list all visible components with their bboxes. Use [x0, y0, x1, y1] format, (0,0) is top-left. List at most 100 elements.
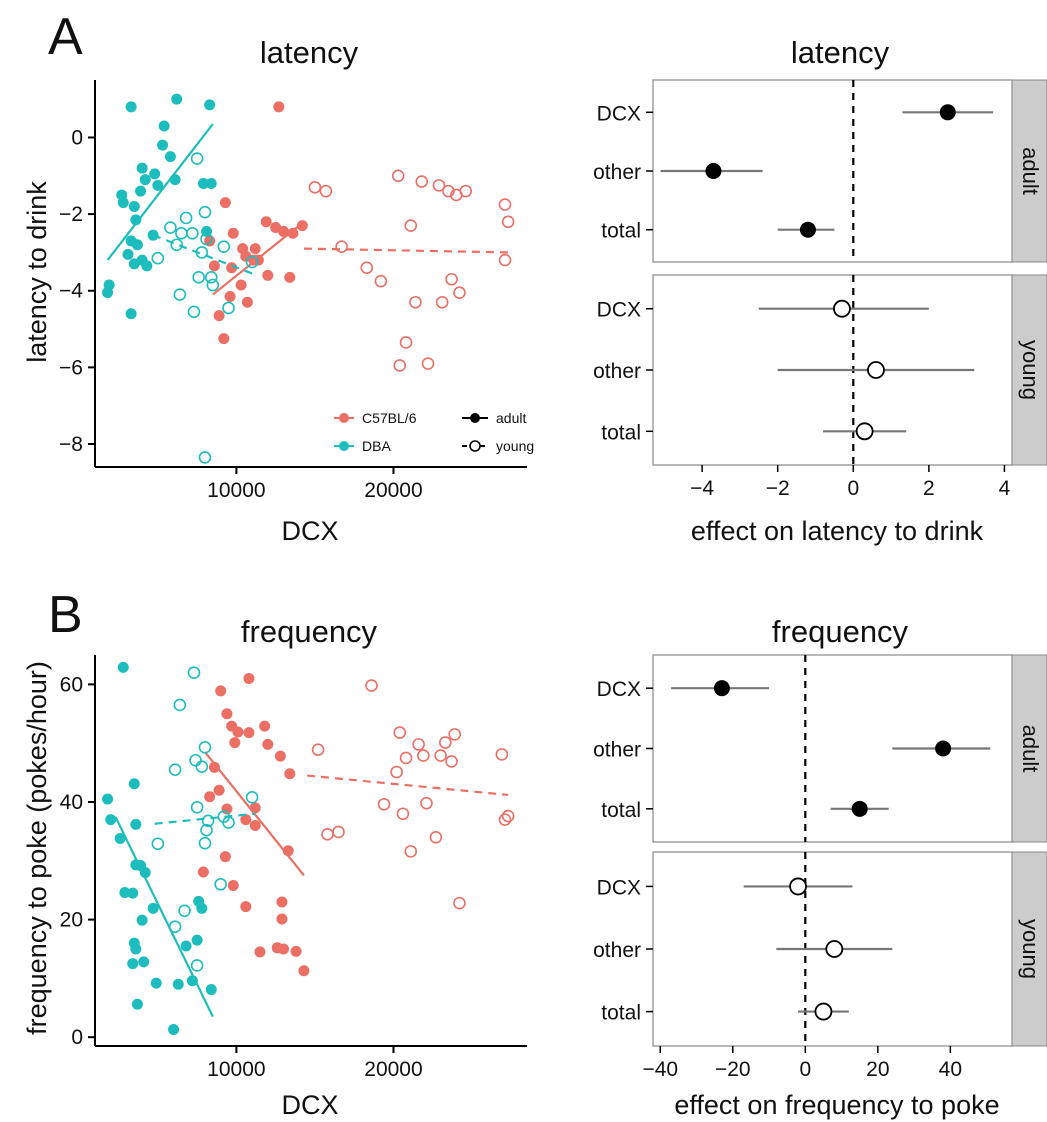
latency-point-c57-adult [208, 260, 220, 272]
latency-point-dba-adult [128, 258, 140, 270]
frequency-point-dba-adult [150, 977, 162, 989]
frequency-point-c57-adult [254, 946, 266, 958]
frequency-point-c57-adult [290, 945, 302, 957]
frequency-y-tick-label: 0 [71, 1026, 83, 1049]
latency-effects-x-tick-label: −2 [766, 477, 790, 500]
frequency-point-c57-young [439, 736, 452, 749]
ylabel-latency-scatter: latency to drink [22, 181, 52, 363]
frequency-point-dba-young [187, 666, 201, 679]
frequency-point-c57-adult [240, 901, 252, 913]
latency-point-c57-young [393, 359, 407, 372]
frequency-y-tick-label: 60 [60, 673, 83, 696]
latency-fit-line-c57-young [303, 247, 509, 254]
latency-point-c57-young [498, 198, 512, 211]
latency-point-c57-adult [273, 101, 285, 113]
frequency-point-c57-young [420, 796, 433, 810]
latency-effects-x-tick-label: 4 [999, 477, 1011, 500]
latency-point-dba-adult [128, 200, 140, 212]
latency-point-dba-young [179, 211, 193, 225]
frequency-point-c57-adult [298, 965, 310, 977]
latency-point-dba-young [222, 301, 235, 315]
latency-effects-category-label: DCX [597, 102, 641, 125]
latency-point-dba-adult [164, 151, 176, 163]
latency-point-dba-adult [122, 248, 134, 260]
latency-point-c57-young [391, 169, 405, 183]
frequency-point-c57-young [399, 751, 413, 765]
latency-point-dba-adult [204, 99, 216, 111]
frequency-point-c57-young [365, 679, 378, 692]
latency-point-dba-adult [131, 239, 143, 251]
latency-y-tick-label: −8 [59, 433, 83, 456]
frequency-point-c57-young [445, 755, 458, 768]
frequency-point-dba-adult [130, 818, 142, 830]
latency-point-dba-young [200, 232, 213, 246]
latency-point-c57-adult [278, 225, 290, 237]
frequency-point-c57-young [434, 749, 447, 762]
frequency-point-c57-adult [204, 791, 216, 803]
latency-point-c57-adult [213, 310, 225, 322]
frequency-effects-estimate-young-DCX [789, 877, 807, 896]
latency-point-dba-adult [103, 279, 115, 291]
frequency-point-dba-adult [180, 940, 192, 952]
frequency-effects-category-label: DCX [597, 876, 641, 899]
frequency-point-c57-young [501, 809, 515, 823]
latency-effects-x-tick-label: −4 [690, 477, 714, 500]
latency-point-dba-adult [141, 260, 153, 272]
frequency-point-dba-young [200, 823, 213, 837]
frequency-point-dba-adult [127, 958, 139, 970]
frequency-point-dba-adult [102, 793, 114, 805]
frequency-effects-category-label: other [593, 939, 641, 962]
legend-dba-label: DBA [362, 438, 391, 454]
frequency-point-c57-young [429, 830, 443, 844]
frequency-point-c57-adult [249, 820, 261, 832]
frequency-point-c57-adult [208, 761, 220, 773]
frequency-point-dba-adult [147, 902, 159, 914]
latency-effects-strip-label-young: young [1018, 340, 1043, 400]
frequency-effects-category-label: total [601, 1002, 641, 1025]
frequency-point-dba-young [151, 837, 165, 851]
ylabel-frequency-scatter: frequency to poke (pokes/hour) [22, 661, 52, 1035]
latency-point-dba-adult [169, 174, 181, 186]
latency-point-c57-adult [241, 296, 253, 308]
frequency-point-dba-adult [172, 978, 184, 990]
latency-point-c57-young [374, 274, 388, 288]
panel-letter-b: B [48, 586, 83, 644]
legend-dba-swatch [339, 441, 349, 451]
title-frequency-effects: frequency [772, 614, 909, 649]
latency-point-dba-young [190, 152, 204, 165]
legend-young-swatch [469, 440, 481, 452]
latency-point-c57-adult [226, 262, 238, 274]
frequency-point-c57-young [393, 726, 407, 739]
latency-point-c57-young [399, 336, 413, 349]
latency-point-dba-young [170, 238, 183, 252]
frequency-fit-line-dba-adult [114, 816, 214, 1018]
latency-effects-x-tick-label: 0 [847, 477, 859, 500]
latency-point-dba-adult [158, 120, 170, 132]
latency-y-tick-label: 0 [71, 126, 83, 149]
frequency-effects-estimate-young-other [825, 940, 844, 958]
latency-point-c57-young [319, 184, 333, 198]
latency-point-dba-young [186, 226, 199, 240]
latency-point-c57-young [453, 286, 466, 299]
frequency-point-dba-young [168, 763, 182, 776]
xlabel-frequency-effects: effect on frequency to poke [674, 1090, 999, 1120]
latency-x-tick-label: 10000 [207, 479, 265, 502]
frequency-effects-strip-label-young: young [1018, 919, 1043, 979]
latency-point-c57-adult [249, 243, 261, 255]
latency-point-c57-young [409, 295, 422, 309]
title-latency-scatter: latency [260, 35, 359, 70]
latency-effects-strip-adult [1011, 79, 1047, 263]
legend-c57-label: C57BL/6 [362, 410, 417, 426]
frequency-point-dba-adult [193, 895, 205, 907]
latency-point-c57-young [308, 180, 322, 194]
frequency-effects-strip-adult [1011, 654, 1047, 843]
latency-effects-category-label: other [593, 360, 641, 383]
latency-point-c57-young [335, 240, 348, 253]
frequency-effects-x-tick-label: 0 [799, 1058, 811, 1081]
latency-point-dba-young [173, 288, 187, 301]
frequency-point-c57-adult [243, 727, 255, 739]
frequency-effects-strip-label-adult: adult [1018, 725, 1043, 773]
frequency-point-dba-young [178, 904, 191, 918]
latency-point-dba-young [151, 251, 165, 265]
